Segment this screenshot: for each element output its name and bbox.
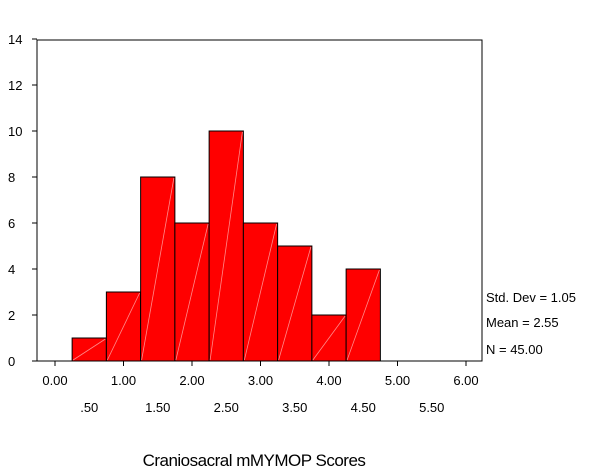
y-tick-label: 8	[8, 170, 15, 185]
x-tick-label: 4.00	[316, 373, 341, 388]
y-tick-label: 4	[8, 262, 15, 277]
y-tick-label: 14	[8, 32, 22, 47]
x-tick-label: 2.00	[179, 373, 204, 388]
y-tick-label: 0	[8, 354, 15, 369]
mean-label: Mean = 2.55	[486, 315, 559, 330]
x-tick-label: 6.00	[453, 373, 478, 388]
x-tick-label: 1.50	[145, 400, 170, 415]
x-tick-label: 5.00	[385, 373, 410, 388]
std-dev-label: Std. Dev = 1.05	[486, 290, 576, 305]
histogram-bar	[345, 268, 381, 362]
x-tick-label: 4.50	[351, 400, 376, 415]
bar-hatch	[209, 131, 243, 361]
y-tick-label: 10	[8, 124, 22, 139]
bar-hatch	[312, 315, 346, 361]
x-tick-label: 1.00	[111, 373, 136, 388]
bar-hatch	[278, 246, 312, 361]
bar-hatch	[72, 338, 106, 361]
n-label: N = 45.00	[486, 342, 543, 357]
y-tick-label: 6	[8, 216, 15, 231]
bar-hatch	[346, 269, 380, 361]
x-tick-label: 3.00	[248, 373, 273, 388]
bar-hatch	[175, 223, 209, 361]
bar-hatch	[243, 223, 278, 361]
y-axis: 0 2 4 6 8 10 12 14	[8, 32, 37, 369]
bar-hatch	[141, 177, 175, 361]
x-tick-label: 3.50	[282, 400, 307, 415]
x-tick-label: 2.50	[214, 400, 239, 415]
x-tick-label: .50	[80, 400, 98, 415]
y-tick-label: 12	[8, 78, 22, 93]
x-tick-label: 0.00	[42, 373, 67, 388]
x-tick-label: 5.50	[419, 400, 444, 415]
bar-hatch	[107, 292, 140, 361]
x-axis-label: Craniosacral mMYMOP Scores	[143, 451, 366, 468]
bars-group	[71, 130, 381, 362]
x-axis: 0.00 1.00 2.00 3.00 4.00 5.00 6.00 .50 1.50 2.50 3…	[42, 361, 479, 415]
y-tick-label: 2	[8, 308, 15, 323]
